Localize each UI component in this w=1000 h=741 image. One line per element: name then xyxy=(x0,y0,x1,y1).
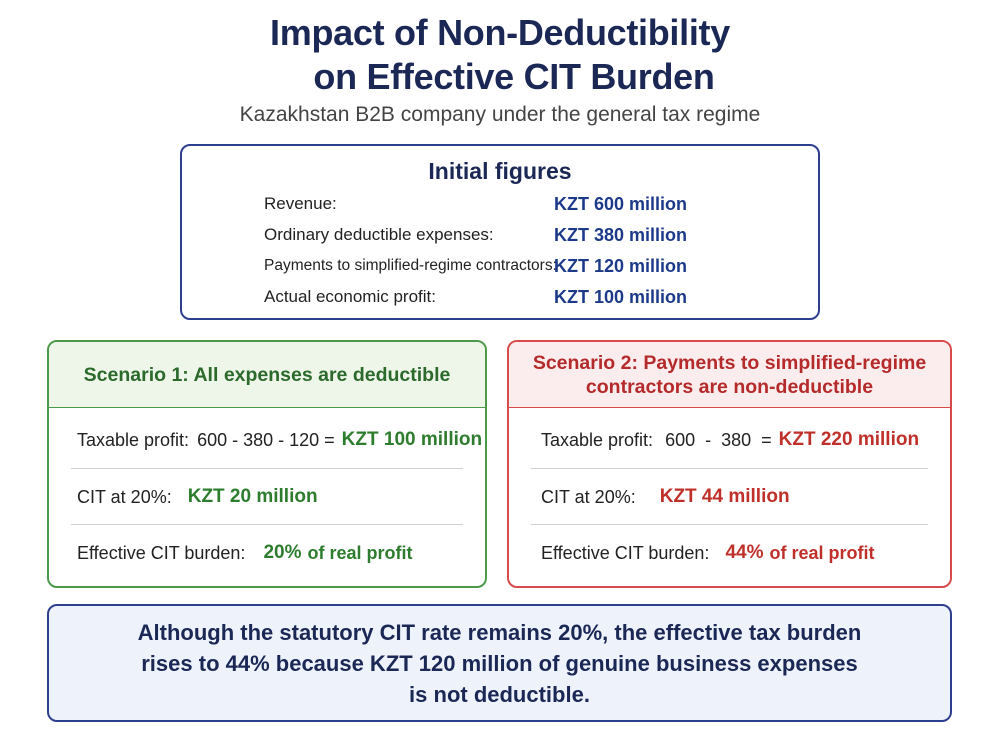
scenario-2-burden-row: Effective CIT burden: 44% of real profit xyxy=(541,525,928,581)
scenario-2-cit-row: CIT at 20%: KZT 44 million xyxy=(541,469,928,525)
page-title-line-2: on Effective CIT Burden xyxy=(313,56,715,97)
figure-row-economic-profit: Actual economic profit: KZT 100 million xyxy=(264,287,784,315)
figure-value: KZT 380 million xyxy=(554,225,688,245)
scenario-2-heading-line-2: contractors are non-deductible xyxy=(585,375,874,398)
initial-figures-box: Initial figures Revenue: KZT 600 million… xyxy=(180,144,820,320)
scenario-2-taxable-row: Taxable profit: 600 - 380 = KZT 220 mill… xyxy=(541,412,928,468)
cit-value: KZT 20 million xyxy=(187,486,318,507)
figure-label: Actual economic profit: xyxy=(264,287,436,306)
cit-label: CIT at 20%: xyxy=(541,486,636,507)
burden-tail: of real profit xyxy=(769,542,875,563)
scenario-1-taxable-row: Taxable profit: 600 - 380 - 120 = KZT 10… xyxy=(77,412,482,468)
figure-label: Ordinary deductible expenses: xyxy=(264,225,494,244)
taxable-value: KZT 100 million xyxy=(341,429,483,450)
conclusion-text: Although the statutory CIT rate remains … xyxy=(90,617,910,710)
scenario-1-burden-row: Effective CIT burden: 20% of real profit xyxy=(77,525,463,581)
burden-tail: of real profit xyxy=(307,542,413,563)
divider xyxy=(531,468,928,469)
conclusion-line-2: rises to 44% because KZT 120 million of … xyxy=(141,650,858,676)
taxable-label: Taxable profit: xyxy=(541,429,654,450)
conclusion-line-1: Although the statutory CIT rate remains … xyxy=(137,619,862,645)
burden-label: Effective CIT burden: xyxy=(77,542,246,563)
page-subtitle: Kazakhstan B2B company under the general… xyxy=(239,103,761,126)
burden-percent: 44% xyxy=(725,542,764,563)
scenario-2-heading-line-1: Scenario 2: Payments to simplified-regim… xyxy=(532,351,927,374)
scenario-1-card: Scenario 1: All expenses are deductible … xyxy=(47,340,487,588)
initial-figures-heading: Initial figures xyxy=(428,158,572,184)
figure-row-ordinary-expenses: Ordinary deductible expenses: KZT 380 mi… xyxy=(264,225,784,253)
figure-value: KZT 100 million xyxy=(554,287,688,307)
figure-value: KZT 120 million xyxy=(554,256,688,276)
scenario-1-heading: Scenario 1: All expenses are deductible xyxy=(49,342,485,408)
figure-row-revenue: Revenue: KZT 600 million xyxy=(264,194,784,222)
figure-label: Revenue: xyxy=(264,194,337,213)
burden-label: Effective CIT burden: xyxy=(541,542,710,563)
taxable-label: Taxable profit: xyxy=(77,429,190,450)
scenario-2-card: Scenario 2: Payments to simplified-regim… xyxy=(507,340,952,588)
burden-percent: 20% xyxy=(263,542,302,563)
divider xyxy=(71,468,463,469)
scenario-1-cit-row: CIT at 20%: KZT 20 million xyxy=(77,469,463,525)
cit-label: CIT at 20%: xyxy=(77,486,172,507)
figure-row-simplified-contractors: Payments to simplified-regime contractor… xyxy=(264,256,784,284)
taxable-value: KZT 220 million xyxy=(778,429,920,450)
scenario-2-heading: Scenario 2: Payments to simplified-regim… xyxy=(509,342,950,408)
figure-value: KZT 600 million xyxy=(554,194,688,214)
conclusion-box: Although the statutory CIT rate remains … xyxy=(47,604,952,722)
taxable-calc: 600 - 380 = xyxy=(665,429,772,450)
divider xyxy=(531,524,928,525)
figure-label: Payments to simplified-regime contractor… xyxy=(264,257,557,274)
cit-value: KZT 44 million xyxy=(659,486,790,507)
divider xyxy=(71,524,463,525)
page-title-line-1: Impact of Non-Deductibility xyxy=(270,12,730,53)
conclusion-line-3: is not deductible. xyxy=(409,681,590,707)
taxable-calc: 600 - 380 - 120 = xyxy=(197,429,335,450)
